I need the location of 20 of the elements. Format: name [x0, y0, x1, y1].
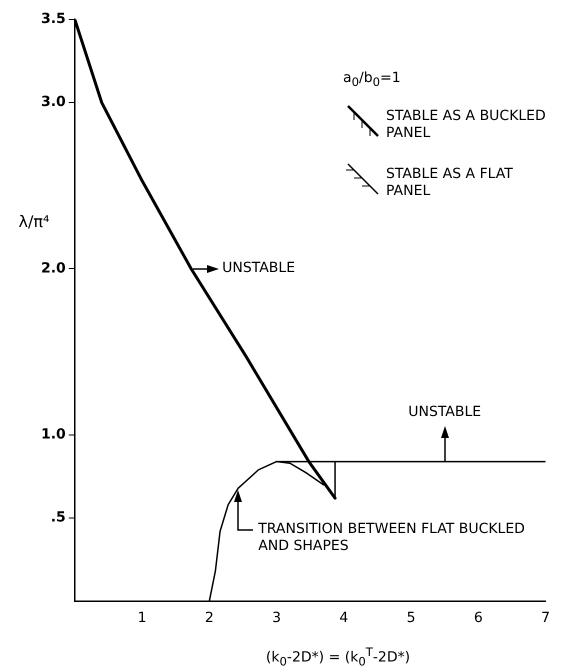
y-tick-label: 3.0 — [40, 94, 66, 110]
x-tick-label: 2 — [204, 610, 214, 626]
x-tick-label: 1 — [138, 610, 147, 626]
x-axis-title: (k$_{0}$-2D*) = (k$_{0}$$^{T}$-2D*) — [264, 644, 412, 670]
y-tick-label: .5 — [50, 510, 66, 526]
annotation: UNSTABLE — [407, 404, 482, 421]
y-tick-label: 2.0 — [40, 260, 66, 276]
annotation: UNSTABLE — [222, 260, 296, 277]
annotation: STABLE AS A BUCKLED PANEL — [386, 108, 546, 142]
annotation: a$_{0}$/b$_{0}$=1 — [343, 70, 402, 91]
x-tick-label: 6 — [474, 610, 483, 626]
x-tick-label: 5 — [406, 610, 416, 626]
annotation: STABLE AS A FLAT PANEL — [386, 166, 514, 200]
y-tick-label: 1.0 — [40, 426, 66, 443]
x-tick-label: 4 — [339, 610, 348, 626]
x-tick-label: 7 — [541, 610, 550, 626]
x-tick-label: 3 — [272, 610, 282, 626]
y-axis-title: λ/π⁴ — [18, 212, 50, 231]
y-tick-label: 3.5 — [40, 11, 66, 28]
annotation: TRANSITION BETWEEN FLAT BUCKLED AND SHAPES — [258, 521, 526, 556]
